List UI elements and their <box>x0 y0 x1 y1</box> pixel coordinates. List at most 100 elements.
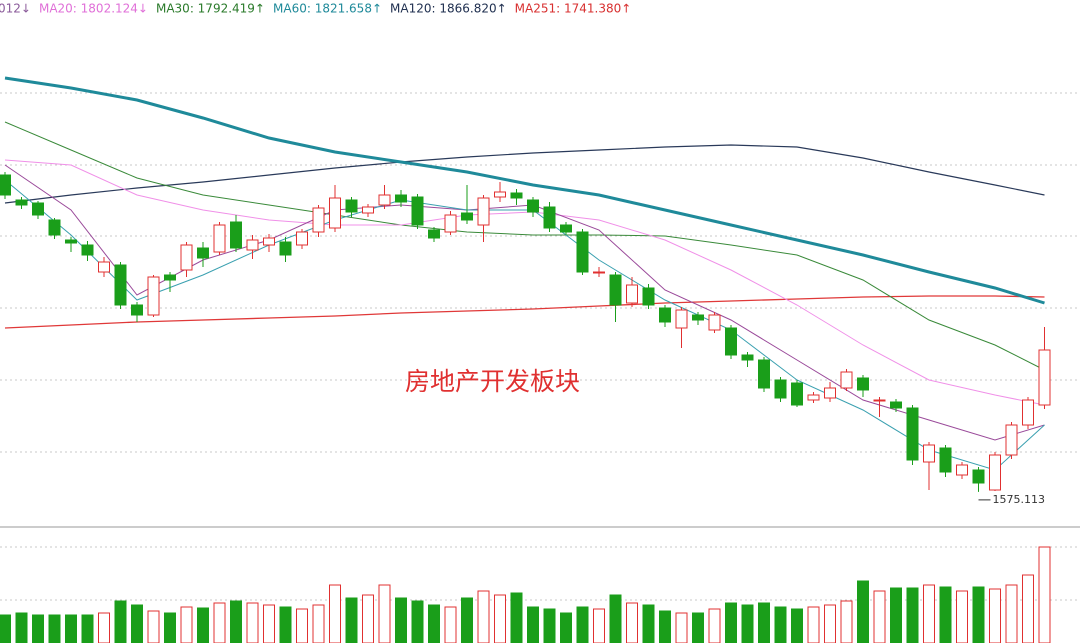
volume-bar <box>461 597 473 643</box>
low-label: 1575.113 <box>993 493 1046 506</box>
candle-body <box>164 274 176 281</box>
volume-bar <box>444 606 457 643</box>
candle-body <box>329 197 341 229</box>
volume-bar <box>840 600 853 643</box>
candle-body <box>114 264 127 306</box>
candle-body <box>81 244 94 256</box>
candle-body <box>758 359 770 389</box>
volume-bar <box>774 606 787 643</box>
candle-body <box>15 199 28 206</box>
volume-bar <box>428 604 440 643</box>
candle-body <box>494 191 506 198</box>
volume-bar <box>510 592 523 643</box>
candle-body <box>1005 424 1018 456</box>
volume-bar <box>329 584 341 643</box>
candle-body <box>956 464 968 476</box>
candle-body <box>824 387 836 399</box>
volume-bar <box>378 584 391 643</box>
candle-body <box>906 407 919 461</box>
candle-body <box>1038 349 1051 406</box>
volume-bar <box>230 600 242 643</box>
candle-body <box>411 196 424 226</box>
volume-bar <box>296 608 308 643</box>
candle-body <box>939 447 952 473</box>
candle-body <box>230 221 242 249</box>
volume-bar <box>576 606 589 643</box>
candle-body <box>725 327 737 356</box>
candle-body <box>246 239 259 251</box>
candle-body <box>131 304 143 316</box>
volume-bar <box>906 587 919 643</box>
volume-bar <box>1005 584 1018 643</box>
volume-bar <box>0 614 11 643</box>
volume-bar <box>48 614 61 643</box>
volume-bar <box>692 612 704 643</box>
volume-bar <box>263 604 275 643</box>
volume-bar <box>131 604 143 643</box>
volume-bar <box>626 602 638 643</box>
volume-bar <box>213 602 226 643</box>
candle-body <box>279 241 292 256</box>
volume-bar <box>972 586 985 643</box>
volume-bar <box>708 608 721 643</box>
candle-body <box>527 199 539 213</box>
volume-bar <box>246 602 259 643</box>
candle-body <box>510 192 523 199</box>
candle-body <box>345 199 358 213</box>
candle-body <box>296 231 308 246</box>
candle-body <box>147 276 160 316</box>
volume-bar <box>642 604 655 643</box>
candle-body <box>32 202 44 216</box>
volume-bar <box>659 610 671 643</box>
candle-body <box>461 212 473 221</box>
volume-bar <box>411 600 424 643</box>
moving-average-line <box>4 76 1045 305</box>
candle-body <box>378 194 391 206</box>
volume-bar <box>312 604 325 643</box>
volume-bar <box>81 614 94 643</box>
header: 012↓ MA20: 1802.124↓ MA30: 1792.419↑ MA60: … <box>0 2 631 16</box>
candle-body <box>180 244 193 271</box>
volume-bar <box>873 590 886 643</box>
volume-bar <box>494 594 506 643</box>
candle-body <box>741 354 754 361</box>
volume-bar <box>180 606 193 643</box>
candle-body <box>774 379 787 399</box>
candle-body <box>840 371 853 389</box>
volume-bar <box>725 602 737 643</box>
volume-bar <box>923 584 935 643</box>
candle-body <box>213 224 226 253</box>
candle-body <box>890 401 902 409</box>
candle-body <box>576 231 589 273</box>
candle-body <box>659 307 671 323</box>
candle-body <box>642 287 655 306</box>
volume-bar <box>758 602 770 643</box>
volume-bar <box>1038 546 1051 643</box>
header-label: 012↓ <box>0 2 31 16</box>
candle-body <box>560 224 572 233</box>
volume-bar <box>114 600 127 643</box>
candle-body <box>989 454 1001 491</box>
volume-bar <box>147 610 160 643</box>
candle-body <box>708 314 721 331</box>
volume-bar <box>791 608 803 643</box>
annotation: 房地产开发板块 <box>405 367 580 396</box>
volume-bar <box>15 612 28 643</box>
volume-bar <box>65 614 77 643</box>
candle-body <box>543 206 556 229</box>
volume-bar <box>345 597 358 643</box>
candle-body <box>428 229 440 239</box>
volume-bar <box>939 586 952 643</box>
volume-bar <box>543 608 556 643</box>
volume-bar <box>890 587 902 643</box>
header-label: MA60: 1821.658↑ <box>273 2 382 16</box>
candle-body <box>1022 399 1034 426</box>
volume-bar <box>609 594 622 643</box>
volume-bar <box>824 604 836 643</box>
header-label: MA120: 1866.820↑ <box>390 2 507 16</box>
candle-body <box>312 207 325 233</box>
volume-bar <box>197 607 209 643</box>
volume-bar <box>1022 574 1034 643</box>
